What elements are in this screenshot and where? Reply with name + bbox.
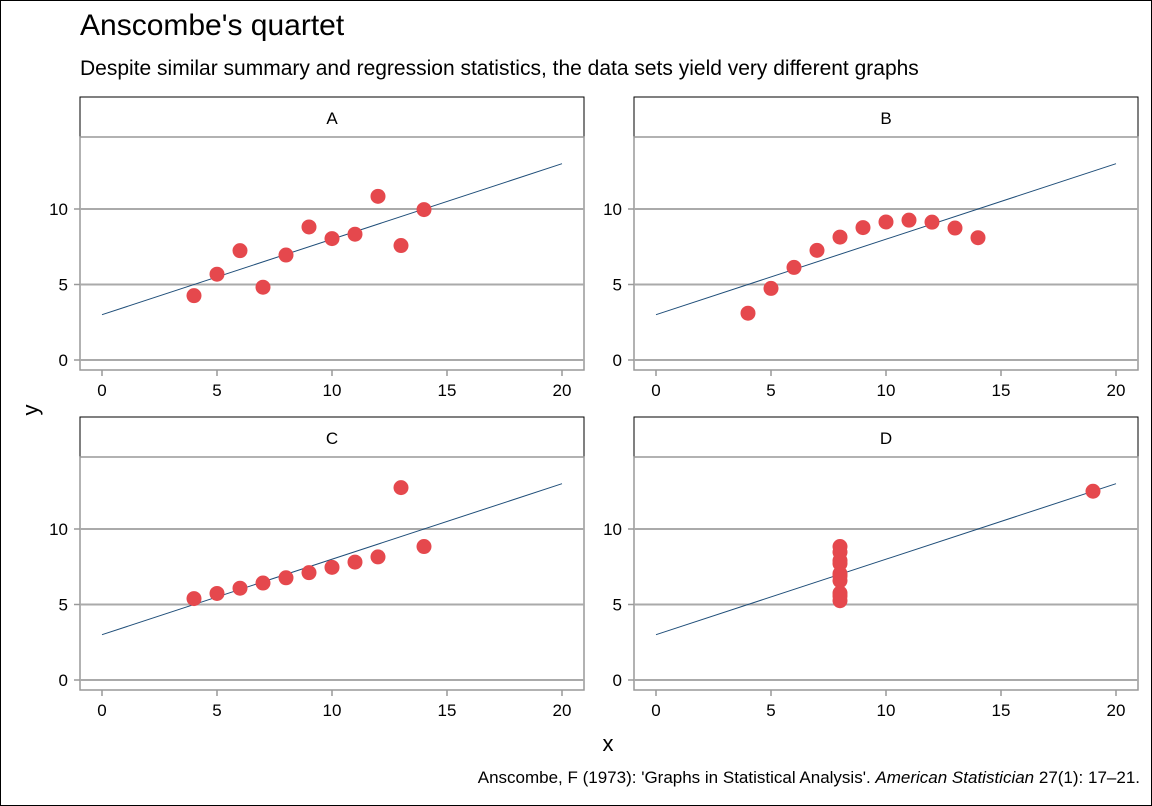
panel-B: B 0 5 10 0 5 10 15 20 — [603, 96, 1139, 400]
x-tick-label: 10 — [323, 381, 342, 400]
y-tick-label: 10 — [49, 200, 68, 219]
x-tick-label: 5 — [766, 701, 775, 720]
data-point — [970, 230, 986, 246]
data-point — [278, 570, 294, 586]
data-point — [855, 220, 871, 236]
data-point — [901, 212, 917, 228]
y-tick-label: 5 — [59, 596, 68, 615]
source-caption: Anscombe, F (1973): 'Graphs in Statistic… — [478, 767, 1140, 789]
panel-strip — [633, 96, 1139, 138]
data-point — [416, 202, 432, 218]
x-tick-label: 5 — [766, 381, 775, 400]
regression-line — [101, 483, 563, 636]
data-point — [255, 575, 271, 591]
data-point — [809, 242, 825, 258]
data-point — [740, 305, 756, 321]
caption-issue: 27(1): 17–21. — [1034, 768, 1140, 787]
data-point — [186, 288, 202, 304]
panel-strip-label: D — [880, 429, 892, 448]
data-point — [324, 231, 340, 247]
y-tick-label: 0 — [59, 351, 68, 370]
panel-strip — [633, 416, 1139, 458]
data-point — [832, 588, 848, 604]
y-tick-label: 5 — [59, 276, 68, 295]
caption-text: Anscombe, F (1973): 'Graphs in Statistic… — [477, 768, 876, 787]
panel-plot-area — [633, 456, 1139, 691]
panel-strip-label: B — [880, 109, 891, 128]
x-tick-label: 15 — [438, 701, 457, 720]
panel-plot-area — [633, 136, 1139, 371]
data-point — [832, 553, 848, 569]
regression-line — [655, 483, 1117, 636]
panel-A: A 0 5 10 0 5 10 15 20 — [49, 96, 585, 400]
x-tick-label: 20 — [553, 381, 572, 400]
panel-strip-label: A — [326, 109, 338, 128]
data-point — [832, 229, 848, 245]
panel-plot-area — [79, 136, 585, 371]
data-point — [209, 266, 225, 282]
data-point — [301, 565, 317, 581]
data-point — [347, 226, 363, 242]
x-tick-label: 0 — [97, 701, 106, 720]
panel-strip — [79, 416, 585, 458]
x-tick-label: 0 — [651, 701, 660, 720]
x-tick-label: 0 — [651, 381, 660, 400]
data-point — [255, 279, 271, 295]
x-tick-label: 20 — [1107, 701, 1126, 720]
x-tick-label: 20 — [1107, 381, 1126, 400]
x-tick-label: 15 — [992, 701, 1011, 720]
data-point — [832, 568, 848, 584]
y-tick-label: 0 — [613, 671, 622, 690]
y-tick-label: 0 — [59, 671, 68, 690]
regression-line — [655, 163, 1117, 316]
chart-subtitle: Despite similar summary and regression s… — [80, 57, 919, 80]
data-point — [1085, 483, 1101, 499]
data-point — [393, 238, 409, 254]
x-tick-label: 20 — [553, 701, 572, 720]
data-point — [947, 220, 963, 236]
data-point — [416, 539, 432, 555]
x-tick-label: 10 — [877, 701, 896, 720]
data-point — [324, 559, 340, 575]
data-point — [278, 247, 294, 263]
x-tick-label: 5 — [212, 701, 221, 720]
y-tick-label: 0 — [613, 351, 622, 370]
data-point — [232, 580, 248, 596]
data-point — [924, 214, 940, 230]
data-point — [232, 243, 248, 259]
data-point — [393, 480, 409, 496]
panel-C: C 0 5 10 0 5 10 15 20 — [49, 416, 585, 720]
data-point — [763, 280, 779, 296]
y-tick-label: 5 — [613, 276, 622, 295]
x-tick-label: 10 — [323, 701, 342, 720]
panel-strip-label: C — [326, 429, 338, 448]
data-point — [347, 554, 363, 570]
x-tick-label: 0 — [97, 381, 106, 400]
y-tick-label: 10 — [603, 200, 622, 219]
caption-journal: American Statistician — [875, 768, 1035, 787]
data-point — [186, 591, 202, 607]
data-point — [370, 188, 386, 204]
panel-D: D 0 5 10 0 5 10 15 20 — [603, 416, 1139, 720]
data-point — [370, 549, 386, 565]
y-tick-label: 10 — [49, 520, 68, 539]
y-tick-label: 10 — [603, 520, 622, 539]
data-point — [209, 585, 225, 601]
chart-title: Anscombe's quartet — [80, 9, 345, 42]
data-point — [786, 259, 802, 275]
x-tick-label: 5 — [212, 381, 221, 400]
x-tick-label: 15 — [438, 381, 457, 400]
y-tick-label: 5 — [613, 596, 622, 615]
data-point — [878, 214, 894, 230]
x-axis-label: x — [603, 731, 614, 756]
y-axis-label: y — [18, 405, 43, 416]
x-tick-label: 15 — [992, 381, 1011, 400]
data-point — [301, 219, 317, 235]
x-tick-label: 10 — [877, 381, 896, 400]
